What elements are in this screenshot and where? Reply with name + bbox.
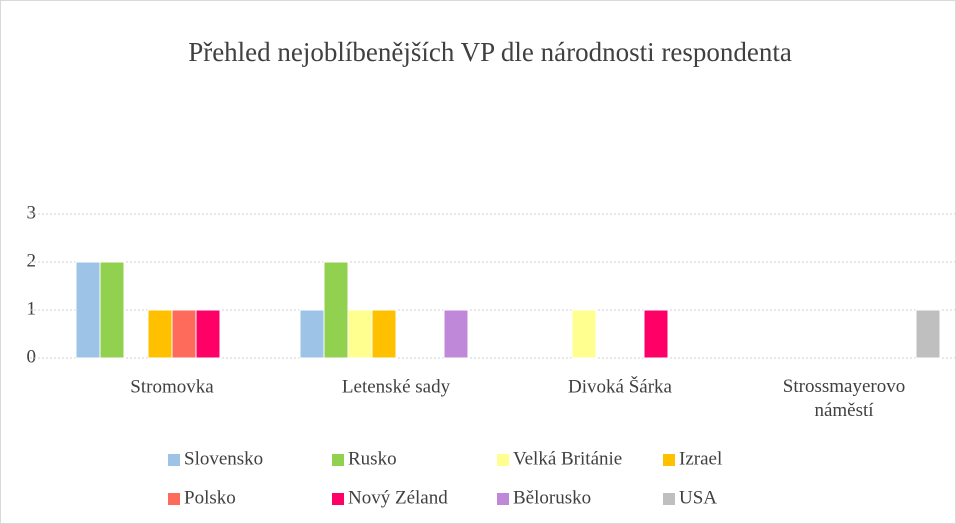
- legend-swatch: [332, 454, 344, 466]
- bar: [147, 309, 173, 359]
- bar: [99, 261, 125, 359]
- bar: [75, 261, 101, 359]
- bar: [371, 309, 397, 359]
- x-tick-label: Stromovka: [130, 376, 214, 397]
- legend-swatch: [168, 454, 180, 466]
- y-tick-label: 2: [27, 250, 37, 271]
- bar: [915, 309, 941, 359]
- legend-swatch: [332, 493, 344, 505]
- x-tick-label: Divoká Šárka: [568, 375, 673, 397]
- bar: [571, 309, 597, 359]
- legend-swatch: [497, 493, 509, 505]
- legend-label: Izrael: [679, 448, 722, 469]
- y-tick-label: 1: [27, 298, 37, 319]
- bar: [323, 261, 349, 359]
- bar: [443, 309, 469, 359]
- y-tick-label: 3: [27, 202, 37, 223]
- bar: [299, 309, 325, 359]
- legend-swatch: [497, 454, 509, 466]
- legend-label: Velká Británie: [513, 448, 622, 469]
- legend-label: Slovensko: [184, 448, 263, 469]
- legend-swatch: [663, 454, 675, 466]
- legend-label: Nový Zéland: [348, 487, 448, 508]
- bar: [347, 309, 373, 359]
- chart-title: Přehled nejoblíbenějších VP dle národnos…: [188, 37, 792, 67]
- bar: [643, 309, 669, 359]
- legend-label: Rusko: [348, 448, 397, 469]
- bar: [171, 309, 197, 359]
- x-tick-label: Letenské sady: [342, 376, 451, 397]
- legend-swatch: [663, 493, 675, 505]
- legend-label: USA: [679, 487, 717, 508]
- y-tick-label: 0: [27, 346, 37, 367]
- x-tick-label: Strossmayerovo náměstí: [783, 376, 905, 421]
- legend-label: Polsko: [184, 487, 236, 508]
- legend-swatch: [168, 493, 180, 505]
- legend-label: Bělorusko: [513, 487, 591, 508]
- bar: [195, 309, 221, 359]
